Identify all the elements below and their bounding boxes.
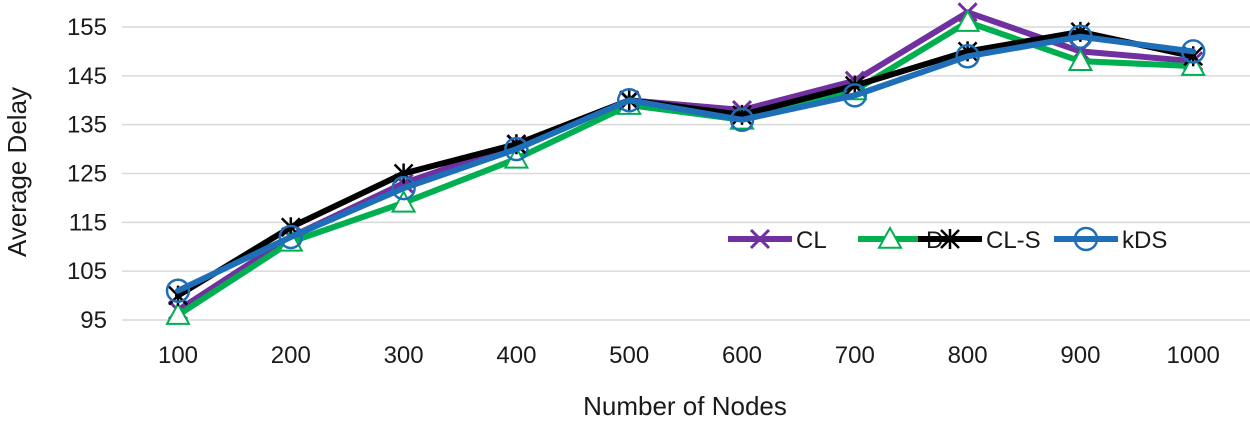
x-axis-title: Number of Nodes — [583, 391, 787, 421]
series-line-kds — [175, 33, 1197, 294]
legend-label: CL — [796, 227, 827, 254]
legend-marker — [940, 229, 960, 249]
x-tick-label: 600 — [722, 342, 762, 369]
data-point-kds — [165, 278, 191, 303]
y-tick-label: 105 — [67, 258, 107, 285]
series-d — [165, 9, 1206, 325]
series-cl-s — [168, 21, 1204, 306]
y-axis-ticks: 95 105 115 125 135 145 155 — [67, 14, 107, 334]
legend-label: kDS — [1122, 227, 1167, 254]
data-point-kds — [729, 107, 755, 133]
legend-item-kds: kDS — [1054, 226, 1167, 254]
legend-marker — [1073, 226, 1099, 252]
x-tick-label: 100 — [158, 342, 198, 369]
legend-marker — [749, 228, 771, 250]
y-tick-label: 145 — [67, 63, 107, 90]
data-point-kds — [504, 136, 529, 162]
series-line-cl-s — [175, 28, 1197, 299]
data-point-kds — [391, 175, 416, 201]
y-tick-label: 135 — [67, 112, 107, 139]
x-tick-label: 300 — [384, 342, 424, 369]
data-point-d — [390, 189, 417, 213]
y-tick-label: 125 — [67, 161, 107, 188]
y-tick-label: 95 — [80, 307, 107, 334]
x-tick-label: 200 — [271, 342, 311, 369]
data-point-d — [165, 302, 191, 325]
series-lines — [165, 2, 1206, 325]
legend-item-cl-s: CL-S — [918, 227, 1041, 254]
x-tick-label: 1000 — [1167, 342, 1220, 369]
data-point-kds — [616, 88, 642, 113]
data-point-kds — [1068, 24, 1093, 50]
data-point-d — [1067, 48, 1094, 71]
data-point-d — [954, 9, 981, 32]
legend-label: CL-S — [986, 227, 1041, 254]
x-tick-label: 800 — [948, 342, 988, 369]
data-point-kds — [955, 44, 980, 69]
y-tick-label: 155 — [67, 14, 107, 41]
x-tick-label: 400 — [496, 342, 536, 369]
series-kds — [165, 24, 1206, 303]
x-tick-label: 500 — [609, 342, 649, 369]
legend-item-cl: CL — [728, 227, 827, 254]
legend-marker — [877, 225, 903, 249]
x-axis-ticks: 100 200 300 400 500 600 700 800 900 1000 — [158, 342, 1220, 369]
series-line-cl — [175, 9, 1197, 314]
x-tick-label: 700 — [835, 342, 875, 369]
data-point-kds — [842, 83, 868, 108]
gridlines — [122, 26, 1250, 321]
y-axis-title: Average Delay — [2, 87, 32, 257]
data-point-kds — [278, 224, 304, 250]
x-tick-label: 900 — [1060, 342, 1100, 369]
y-tick-label: 115 — [69, 209, 107, 236]
data-point-kds — [1180, 39, 1206, 64]
